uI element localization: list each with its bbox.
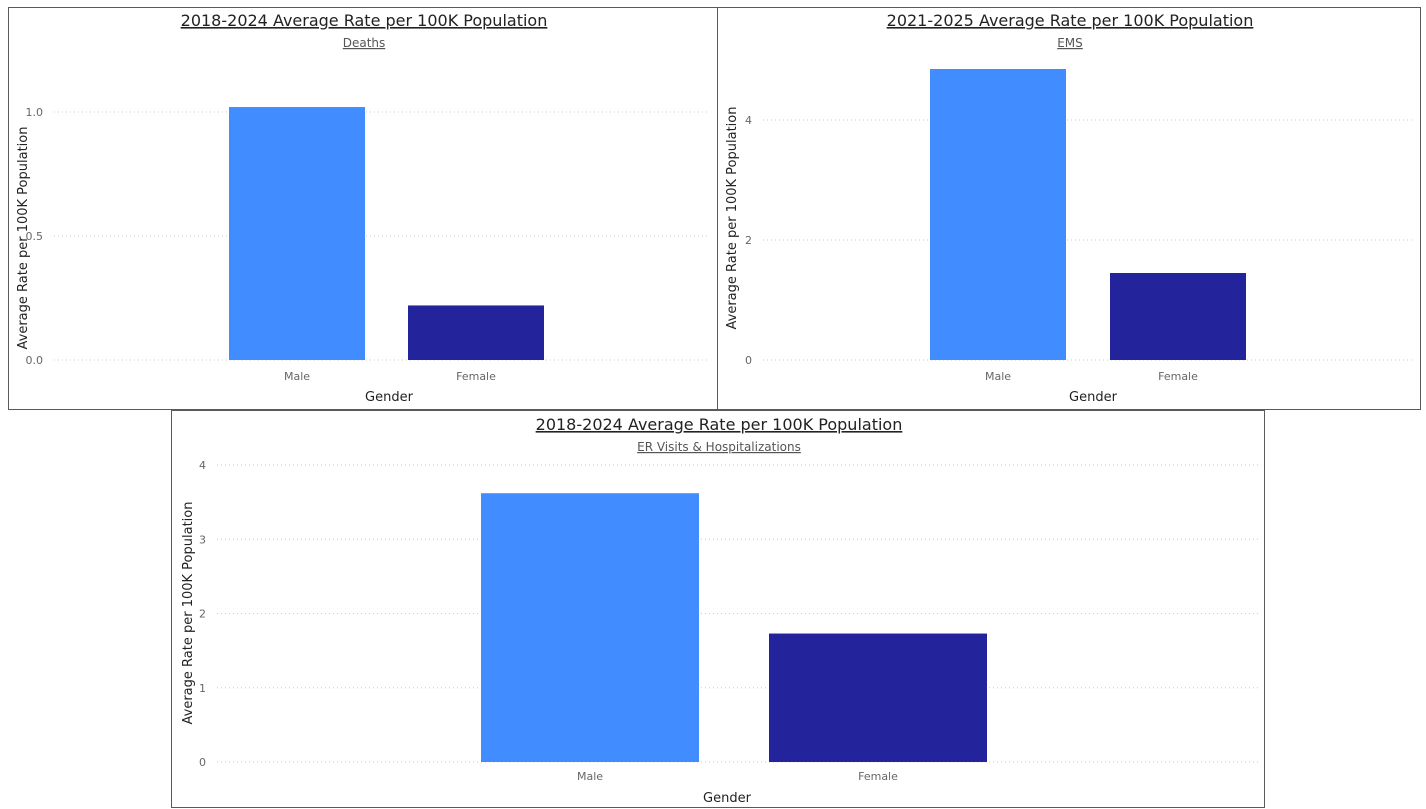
x-tick-label: Male (577, 770, 603, 783)
chart-title: 2021-2025 Average Rate per 100K Populati… (887, 11, 1254, 30)
x-tick-label: Male (284, 370, 310, 383)
bar-female[interactable] (408, 305, 544, 360)
bar-female[interactable] (769, 633, 987, 762)
y-tick-label: 0.0 (26, 354, 44, 367)
chart-panel-ems: 2021-2025 Average Rate per 100K Populati… (717, 7, 1421, 410)
y-axis-title: Average Rate per 100K Population (181, 502, 196, 725)
y-tick-label: 1 (199, 682, 206, 695)
bar-male[interactable] (481, 493, 699, 762)
y-tick-label: 2 (199, 608, 206, 621)
chart-subtitle: Deaths (343, 36, 386, 50)
bar-male[interactable] (229, 107, 365, 360)
plot-area: 0.0 0.5 1.0 Male Female (26, 106, 709, 383)
y-tick-label: 3 (199, 533, 206, 546)
chart-title: 2018-2024 Average Rate per 100K Populati… (181, 11, 548, 30)
chart-subtitle: ER Visits & Hospitalizations (637, 440, 801, 454)
y-tick-label: 0 (745, 354, 752, 367)
x-axis-title: Gender (1069, 390, 1118, 405)
x-tick-label: Female (456, 370, 496, 383)
x-axis-title: Gender (365, 390, 414, 405)
chart-deaths: 2018-2024 Average Rate per 100K Populati… (16, 11, 709, 405)
y-axis-title: Average Rate per 100K Population (725, 107, 740, 330)
y-tick-label: 1.0 (26, 106, 44, 119)
y-tick-label: 0.5 (26, 230, 44, 243)
chart-panel-er-visits: 2018-2024 Average Rate per 100K Populati… (171, 410, 1265, 808)
plot-area: 0 1 2 3 4 Male Female (199, 459, 1260, 783)
x-tick-label: Male (985, 370, 1011, 383)
x-tick-label: Female (1158, 370, 1198, 383)
bar-male[interactable] (930, 69, 1066, 360)
y-axis-title: Average Rate per 100K Population (16, 127, 31, 350)
bar-female[interactable] (1110, 273, 1246, 360)
chart-title: 2018-2024 Average Rate per 100K Populati… (536, 415, 903, 434)
x-tick-label: Female (858, 770, 898, 783)
chart-er-visits: 2018-2024 Average Rate per 100K Populati… (181, 415, 1260, 806)
chart-subtitle: EMS (1057, 36, 1083, 50)
chart-ems: 2021-2025 Average Rate per 100K Populati… (725, 11, 1413, 405)
y-tick-label: 2 (745, 234, 752, 247)
y-tick-label: 4 (199, 459, 206, 472)
chart-panel-deaths: 2018-2024 Average Rate per 100K Populati… (8, 7, 718, 410)
x-axis-title: Gender (703, 791, 752, 806)
y-tick-label: 0 (199, 756, 206, 769)
y-tick-label: 4 (745, 114, 752, 127)
plot-area: 0 2 4 Male Female (745, 69, 1413, 383)
